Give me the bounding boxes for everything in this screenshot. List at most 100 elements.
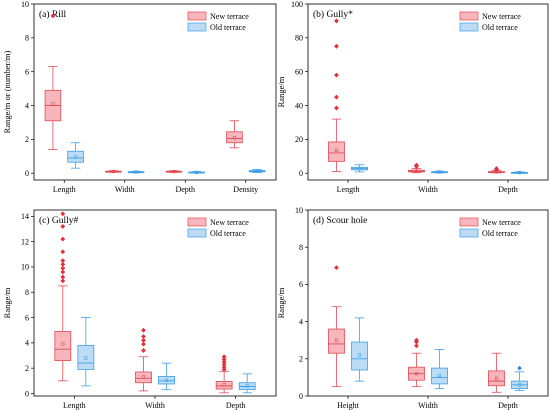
outlier-point <box>334 18 339 24</box>
chart-panel-3: 0 2 4 6 8 10 12 14 Range/m (c) Gully# Length Width D… <box>2 209 277 410</box>
outlier-point <box>517 365 522 371</box>
mean-marker <box>111 169 116 174</box>
box-iqr <box>431 367 448 385</box>
box-iqr <box>77 344 95 370</box>
outlier-point <box>221 356 227 362</box>
box-iqr <box>158 375 175 385</box>
y-tick-label: 8 <box>25 288 29 297</box>
outlier-point <box>141 348 146 353</box>
y-tick-label: 10 <box>21 0 29 9</box>
legend-swatch <box>459 217 479 227</box>
box-old-terrace-width <box>127 170 145 174</box>
mean-marker <box>517 383 522 387</box>
y-tick-label: 0 <box>299 169 303 178</box>
mean-marker <box>172 169 176 174</box>
x-tick-label: Length <box>63 401 86 410</box>
legend-label: New terrace <box>210 218 249 227</box>
outlier-point <box>60 269 66 275</box>
outlier-point <box>141 341 146 347</box>
y-tick-label: 6 <box>25 67 29 76</box>
mean-marker <box>141 375 146 379</box>
box-old-terrace-length <box>77 317 95 387</box>
outlier-point <box>141 327 146 333</box>
panel-title: (d) Scour hole <box>313 215 367 226</box>
legend-label: Old terrace <box>210 229 246 238</box>
outlier-point <box>414 343 419 349</box>
x-tick-label: Depth <box>498 185 518 194</box>
panel-title: (b) Gully* <box>313 9 353 20</box>
legend-label: Old terrace <box>482 229 518 238</box>
mean-marker <box>255 169 259 173</box>
box-new-terrace-depth <box>488 166 505 174</box>
mean-marker <box>84 356 88 360</box>
mean-marker <box>222 383 226 387</box>
mean-marker <box>73 155 78 159</box>
x-tick-label: Width <box>418 401 438 410</box>
outlier-point <box>414 337 419 343</box>
y-tick-label: 0 <box>25 169 29 178</box>
x-tick-label: Length <box>337 185 360 194</box>
outlier-point <box>334 265 339 271</box>
x-tick-label: Width <box>145 401 165 410</box>
y-tick-label: 12 <box>21 237 29 246</box>
y-tick-label: 0 <box>299 392 303 401</box>
y-tick-label: 20 <box>295 135 303 144</box>
legend-label: Old terrace <box>482 23 518 32</box>
box-old-terrace-density <box>248 169 266 173</box>
x-tick-label: Depth <box>226 401 246 410</box>
mean-marker <box>334 148 339 152</box>
outlier-point <box>60 278 66 284</box>
legend-swatch <box>459 11 479 21</box>
outlier-point <box>221 359 227 365</box>
mean-marker <box>61 342 65 346</box>
x-tick-label: Depth <box>175 185 195 194</box>
outlier-point <box>334 72 339 78</box>
y-tick-label: 2 <box>299 355 303 364</box>
outlier-point <box>221 364 227 370</box>
legend-swatch <box>187 217 207 227</box>
legend-label: New terrace <box>482 218 521 227</box>
outlier-point <box>50 13 56 19</box>
outlier-point <box>60 236 66 242</box>
mean-marker <box>494 376 499 380</box>
y-axis-label: Range/m <box>276 287 286 318</box>
mean-marker <box>357 353 362 357</box>
outlier-point <box>334 105 339 111</box>
box-iqr <box>67 150 84 163</box>
box-new-terrace-width <box>408 162 425 174</box>
outlier-point <box>60 211 66 217</box>
box-old-terrace-length <box>67 142 84 169</box>
y-tick-label: 6 <box>299 280 303 289</box>
y-tick-label: 60 <box>295 67 303 76</box>
x-tick-label: Length <box>53 185 76 194</box>
chart-panel-4: 0 2 4 6 8 10 Range/m (d) Scour hole Height Width D… <box>276 206 549 410</box>
box-old-terrace-length <box>351 164 368 173</box>
outlier-point <box>141 334 146 339</box>
outlier-point <box>221 354 227 360</box>
outlier-point <box>141 337 146 343</box>
box-new-terrace-length <box>54 211 72 382</box>
box-new-terrace-depth <box>488 352 505 393</box>
box-old-terrace-depth <box>511 170 528 175</box>
mean-marker <box>517 170 522 175</box>
box-new-terrace-depth <box>215 354 233 394</box>
mean-marker <box>51 102 55 106</box>
outlier-point <box>60 249 66 255</box>
mean-marker <box>437 373 442 378</box>
mean-marker <box>245 384 249 388</box>
legend-label: New terrace <box>210 12 249 21</box>
x-tick-label: Depth <box>498 401 518 410</box>
x-tick-label: Height <box>337 401 360 410</box>
outlier-point <box>60 262 66 267</box>
outlier-point <box>334 43 339 49</box>
y-axis-label: Range/m <box>2 287 12 318</box>
legend-swatch <box>187 11 207 21</box>
y-tick-label: 4 <box>25 101 29 110</box>
box-new-terrace-width <box>135 327 152 392</box>
legend-label: Old terrace <box>210 23 246 32</box>
plot-frame <box>33 3 277 181</box>
y-tick-label: 10 <box>295 206 303 215</box>
legend-swatch <box>187 228 207 238</box>
box-old-terrace-width <box>431 349 448 389</box>
y-tick-label: 4 <box>299 317 303 326</box>
